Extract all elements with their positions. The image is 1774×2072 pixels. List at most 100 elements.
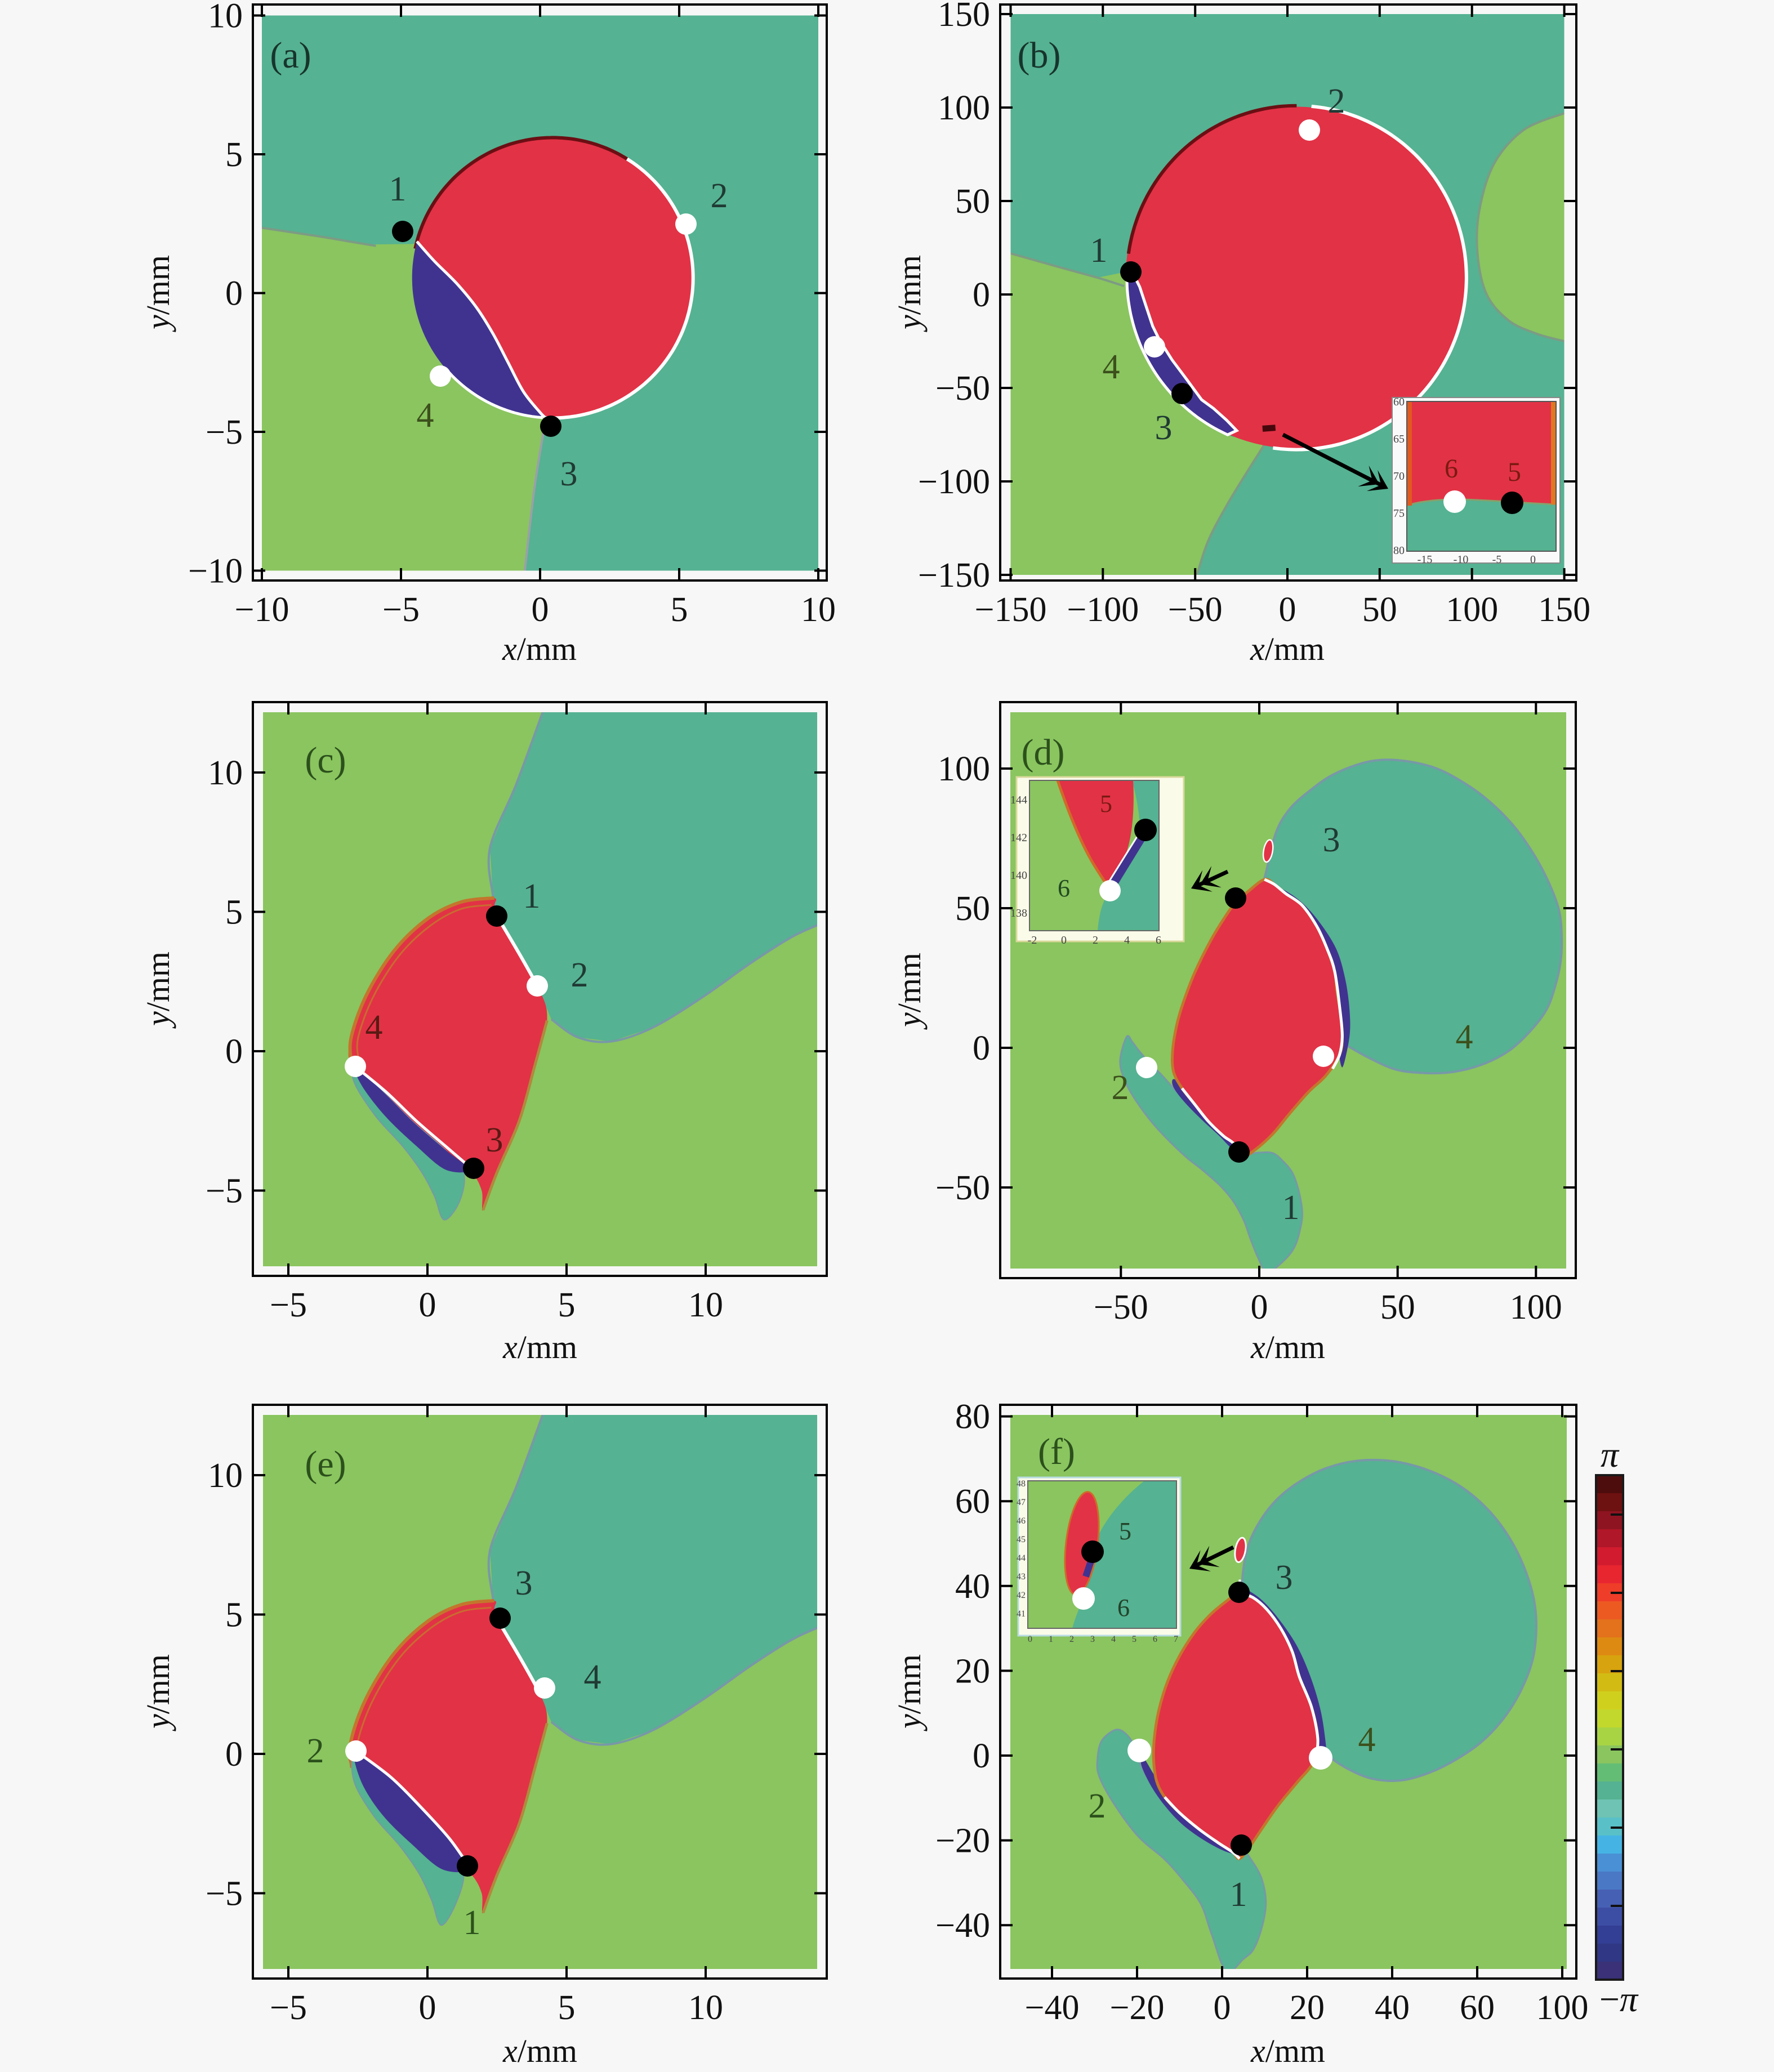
svg-text:50: 50 xyxy=(1380,1288,1415,1327)
svg-text:6: 6 xyxy=(1153,1635,1157,1644)
svg-text:2: 2 xyxy=(1093,934,1098,946)
svg-text:4: 4 xyxy=(584,1658,601,1696)
svg-text:150: 150 xyxy=(938,0,990,34)
svg-text:5: 5 xyxy=(225,1596,243,1635)
svg-text:7: 7 xyxy=(1174,1635,1178,1644)
svg-text:(b): (b) xyxy=(1018,35,1061,76)
svg-text:3: 3 xyxy=(486,1121,503,1159)
svg-text:0: 0 xyxy=(419,1286,436,1324)
svg-text:140: 140 xyxy=(1010,869,1027,882)
svg-text:60: 60 xyxy=(1460,1989,1495,2027)
svg-text:6: 6 xyxy=(1058,874,1070,902)
svg-text:10: 10 xyxy=(801,591,836,629)
svg-text:1: 1 xyxy=(1230,1875,1247,1914)
svg-text:0: 0 xyxy=(1061,934,1067,946)
svg-text:6: 6 xyxy=(1117,1594,1130,1622)
svg-text:50: 50 xyxy=(955,182,990,221)
svg-text:65: 65 xyxy=(1393,433,1405,445)
svg-text:45: 45 xyxy=(1017,1535,1026,1544)
svg-text:(a): (a) xyxy=(270,35,311,76)
svg-text:5: 5 xyxy=(558,1286,576,1324)
svg-text:60: 60 xyxy=(1393,396,1405,408)
svg-text:−5: −5 xyxy=(270,1286,307,1324)
svg-text:40: 40 xyxy=(1375,1989,1410,2027)
svg-text:x/mm: x/mm xyxy=(502,631,577,667)
svg-text:0: 0 xyxy=(1028,1635,1032,1644)
svg-text:−5: −5 xyxy=(270,1989,307,2027)
svg-text:70: 70 xyxy=(1393,470,1405,483)
svg-text:x/mm: x/mm xyxy=(1250,631,1325,667)
svg-text:6: 6 xyxy=(1156,934,1161,946)
svg-text:−5: −5 xyxy=(206,1172,243,1211)
svg-text:100: 100 xyxy=(1446,591,1498,629)
svg-text:3: 3 xyxy=(1155,409,1173,447)
svg-text:100: 100 xyxy=(938,750,990,788)
svg-text:2: 2 xyxy=(571,956,589,994)
svg-text:3: 3 xyxy=(515,1564,533,1602)
svg-text:100: 100 xyxy=(1536,1989,1589,2027)
svg-text:(e): (e) xyxy=(305,1444,346,1485)
svg-text:3: 3 xyxy=(560,455,578,493)
svg-text:0: 0 xyxy=(973,1029,990,1068)
svg-text:0: 0 xyxy=(1214,1989,1231,2027)
svg-text:-15: -15 xyxy=(1418,553,1433,566)
svg-text:−50: −50 xyxy=(935,1169,990,1207)
svg-text:4: 4 xyxy=(1456,1018,1473,1056)
svg-text:142: 142 xyxy=(1010,832,1027,844)
svg-text:0: 0 xyxy=(225,1033,243,1071)
svg-text:0: 0 xyxy=(1279,591,1296,629)
svg-text:60: 60 xyxy=(955,1482,990,1521)
svg-text:y/mm: y/mm xyxy=(140,952,176,1029)
svg-text:1: 1 xyxy=(523,877,541,916)
svg-text:10: 10 xyxy=(688,1989,723,2027)
svg-text:−5: −5 xyxy=(206,413,243,452)
svg-text:x/mm: x/mm xyxy=(1250,2033,1325,2069)
svg-text:5: 5 xyxy=(671,591,688,629)
svg-text:1: 1 xyxy=(1282,1189,1300,1227)
svg-text:1: 1 xyxy=(463,1904,481,1942)
svg-text:2: 2 xyxy=(1089,1787,1106,1825)
svg-text:3: 3 xyxy=(1090,1635,1095,1644)
svg-text:5: 5 xyxy=(225,894,243,932)
svg-text:−20: −20 xyxy=(935,1822,990,1860)
svg-text:40: 40 xyxy=(955,1568,990,1606)
svg-text:50: 50 xyxy=(1362,591,1397,629)
svg-text:1: 1 xyxy=(1049,1635,1053,1644)
svg-text:4: 4 xyxy=(1111,1635,1116,1644)
svg-text:5: 5 xyxy=(1132,1635,1136,1644)
svg-text:20: 20 xyxy=(1290,1989,1325,2027)
svg-text:75: 75 xyxy=(1393,507,1405,520)
svg-text:4: 4 xyxy=(366,1008,383,1047)
svg-text:2: 2 xyxy=(1328,82,1345,120)
svg-text:4: 4 xyxy=(1103,348,1120,386)
svg-text:5: 5 xyxy=(1119,1517,1131,1545)
svg-text:43: 43 xyxy=(1017,1572,1026,1582)
svg-text:138: 138 xyxy=(1010,907,1027,919)
svg-text:6: 6 xyxy=(1445,454,1458,484)
svg-text:x/mm: x/mm xyxy=(502,2033,577,2069)
svg-text:y/mm: y/mm xyxy=(891,953,928,1030)
svg-text:y/mm: y/mm xyxy=(891,255,928,332)
svg-text:x/mm: x/mm xyxy=(1250,1329,1325,1365)
svg-text:−50: −50 xyxy=(1094,1288,1148,1327)
svg-text:2: 2 xyxy=(307,1732,324,1770)
svg-text:−5: −5 xyxy=(382,591,420,629)
svg-text:−50: −50 xyxy=(1168,591,1223,629)
svg-text:4: 4 xyxy=(1124,934,1130,946)
svg-text:4: 4 xyxy=(1358,1721,1376,1759)
svg-text:−100: −100 xyxy=(918,463,990,501)
svg-text:80: 80 xyxy=(1393,544,1405,557)
svg-text:−50: −50 xyxy=(935,369,990,408)
svg-text:−10: −10 xyxy=(235,591,289,629)
svg-text:(d): (d) xyxy=(1022,732,1065,773)
svg-text:2: 2 xyxy=(1112,1069,1129,1107)
svg-text:0: 0 xyxy=(419,1989,436,2027)
svg-text:5: 5 xyxy=(1100,790,1112,818)
svg-text:42: 42 xyxy=(1017,1591,1026,1600)
svg-text:4: 4 xyxy=(417,396,434,435)
svg-text:2: 2 xyxy=(711,177,728,215)
svg-text:50: 50 xyxy=(955,890,990,928)
svg-text:−150: −150 xyxy=(975,591,1047,629)
svg-text:5: 5 xyxy=(1508,457,1521,487)
svg-text:2: 2 xyxy=(1069,1635,1074,1644)
